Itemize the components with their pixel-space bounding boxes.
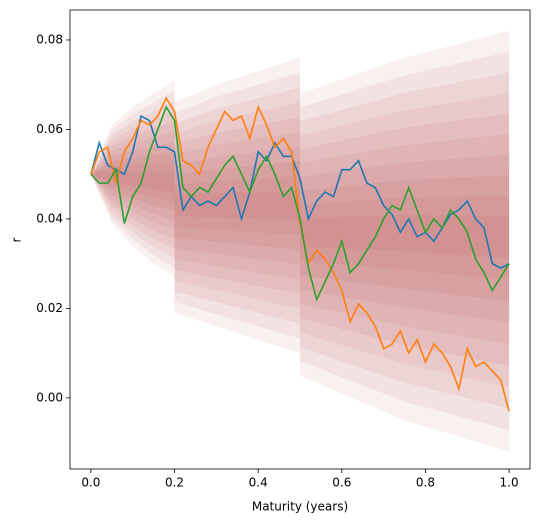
- fan-band: [300, 154, 510, 323]
- fan-band: [90, 121, 175, 240]
- fan-band: [90, 141, 175, 221]
- plot-frame: [69, 9, 531, 470]
- x-axis-label: Maturity (years): [252, 500, 348, 514]
- fan-band: [300, 133, 510, 345]
- fan-band: [300, 113, 510, 366]
- fan-band: [90, 162, 175, 202]
- x-tick-label: 0.6: [332, 476, 351, 490]
- y-tick-label: 0.06: [36, 122, 63, 136]
- series-line: [90, 114, 510, 270]
- fan-band: [300, 72, 510, 409]
- fan-band: [300, 214, 510, 259]
- y-axis-label: r: [10, 237, 24, 242]
- series-line: [90, 105, 510, 302]
- y-tick-label: 0.00: [36, 390, 63, 404]
- x-tick-label: 0.4: [249, 476, 268, 490]
- fan-band: [90, 111, 175, 249]
- x-tick-label: 1.0: [500, 476, 519, 490]
- fan-band: [300, 51, 510, 431]
- fan-band: [90, 131, 175, 231]
- fan-band: [300, 31, 510, 452]
- x-tick-label: 0.2: [165, 476, 184, 490]
- fan-band: [90, 80, 175, 278]
- y-tick-label: 0.08: [36, 32, 63, 46]
- x-tick-label: 0.0: [81, 476, 100, 490]
- y-tick-label: 0.04: [36, 211, 63, 225]
- x-tick-label: 0.8: [416, 476, 435, 490]
- y-tick-label: 0.02: [36, 301, 63, 315]
